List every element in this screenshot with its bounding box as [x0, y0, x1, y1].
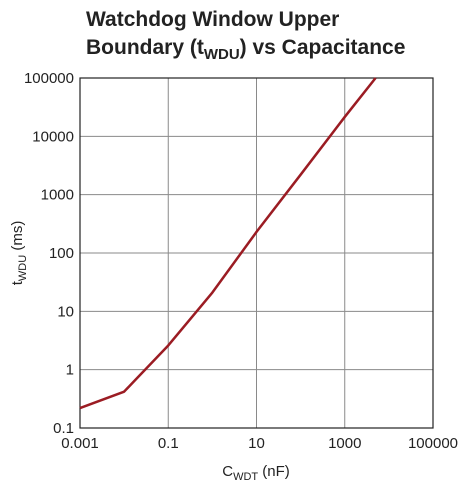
y-tick-label: 1 [66, 362, 74, 379]
chart-title: Boundary (tWDU) vs Capacitance [86, 36, 405, 63]
x-tick-label: 0.1 [158, 435, 179, 452]
y-tick-label: 0.1 [53, 420, 74, 437]
label-sub: WDU [17, 255, 29, 281]
label-part: C [222, 463, 233, 480]
label-sub: WDT [233, 471, 258, 483]
plot-frame [79, 77, 434, 429]
x-tick-label: 0.001 [61, 435, 99, 452]
y-axis-label: tWDU (ms) [9, 221, 29, 286]
label-part: (nF) [258, 463, 290, 480]
y-tick-label: 100000 [24, 70, 74, 87]
chart-title: Watchdog Window Upper [86, 8, 339, 31]
x-tick-label: 100000 [408, 435, 458, 452]
data-line [79, 77, 377, 410]
title-sub: WDU [204, 46, 240, 63]
label-part: t [9, 280, 26, 285]
y-tick-label: 100 [49, 245, 74, 262]
y-tick-label: 10 [57, 303, 74, 320]
title-part: ) vs Capacitance [240, 36, 406, 59]
label-part: (ms) [9, 221, 26, 255]
x-tick-label: 1000 [328, 435, 361, 452]
y-tick-label: 1000 [41, 187, 74, 204]
x-axis-label: CWDT (nF) [222, 463, 290, 483]
title-part: Boundary (t [86, 36, 204, 59]
x-tick-label: 10 [248, 435, 265, 452]
y-tick-label: 10000 [32, 128, 74, 145]
